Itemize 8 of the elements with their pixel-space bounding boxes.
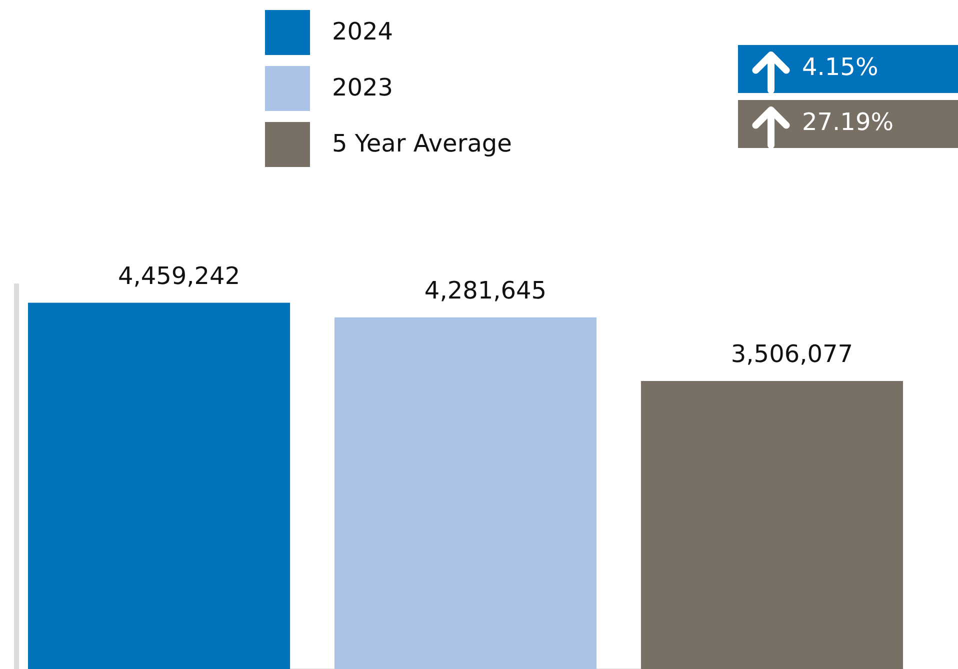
text: 4.15%: [802, 53, 878, 81]
data-label: 4,281,645: [424, 276, 547, 304]
legend-label: 2024: [332, 18, 394, 46]
text: 27.19%: [802, 108, 894, 136]
legend-label: 2023: [332, 74, 394, 102]
data-label: 4,459,242: [118, 262, 240, 290]
legend-label: 5 Year Average: [332, 130, 512, 158]
data-label: 3,506,077: [730, 340, 854, 368]
